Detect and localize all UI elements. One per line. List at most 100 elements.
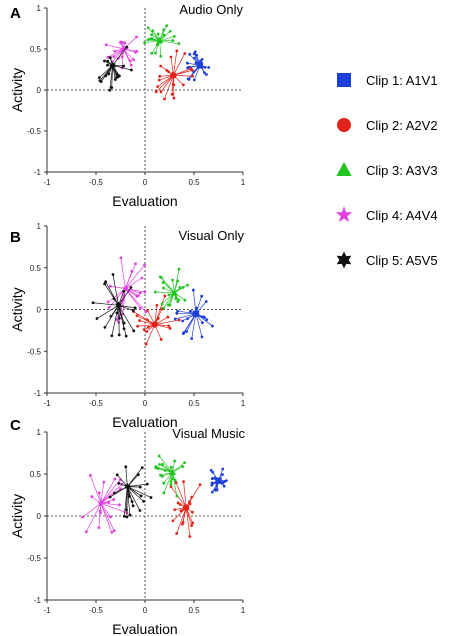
response-point [138,319,142,322]
response-point [128,59,132,63]
legend-marker-triangle [336,161,352,176]
response-spoke [183,481,187,508]
response-point [138,291,142,295]
response-point [175,311,179,315]
response-point [195,53,199,57]
response-point [144,310,148,314]
response-point [117,316,121,320]
response-point [171,278,175,282]
response-point [186,283,189,287]
panel-title: Visual Only [178,228,244,243]
response-point [113,78,117,81]
series-clip3 [143,24,181,58]
response-point [99,80,103,84]
response-point [129,63,133,67]
response-point [108,284,112,288]
response-spoke [147,27,160,42]
response-spoke [127,467,143,487]
response-spoke [127,483,148,487]
response-point [97,526,101,530]
response-point [106,63,109,67]
response-point [108,495,112,499]
centroid-marker [109,61,116,70]
series-clip2 [169,480,202,538]
panel-a: -1 -0.5 0 0.5 1 1 0.5 0 -0.5 -1 A Audio Only Evaluat… [9,2,246,209]
response-spoke [111,305,119,336]
response-spoke [121,48,124,68]
response-spoke [125,288,139,296]
response-point [195,306,198,310]
response-spoke [145,324,156,345]
response-point [177,42,181,46]
response-point [136,324,140,328]
response-point [211,324,214,328]
series-clip5 [91,273,137,338]
y-tick-label: -0.5 [27,127,41,136]
response-point [179,509,183,513]
legend-marker-hexagram [336,251,352,269]
y-tick-label: 0.5 [30,264,42,273]
y-tick-label: -1 [34,596,42,605]
response-point [175,49,179,53]
response-point [117,481,121,485]
response-point [210,477,214,480]
response-point [122,289,126,293]
response-point [173,478,177,482]
y-tick-label: 0 [37,512,42,521]
x-axis-label: Evaluation [112,621,177,636]
response-spoke [175,313,197,320]
series-clip1 [185,50,211,82]
response-point [138,485,142,489]
response-point [150,51,154,55]
response-point [161,281,165,284]
centroid-marker [168,468,176,476]
response-point [200,57,204,61]
panel-title: Visual Music [172,426,245,441]
response-point [204,300,208,303]
response-point [166,303,170,307]
response-point [138,509,142,512]
response-point [185,330,188,334]
response-point [84,530,88,534]
response-point [90,495,94,499]
response-point [158,463,161,466]
centroid-marker [170,72,177,79]
panel-title: Audio Only [179,2,243,17]
response-point [157,78,161,82]
response-point [200,335,204,339]
series-clip5 [108,465,153,519]
response-point [125,515,129,519]
response-point [170,92,174,96]
y-tick-label: -0.5 [27,554,41,563]
response-point [166,315,170,319]
response-point [162,306,165,310]
response-point [177,298,181,302]
y-axis-label: Activity [9,68,25,112]
response-spoke [100,503,115,531]
response-point [104,280,108,284]
response-point [162,491,166,495]
response-spoke [127,486,141,488]
response-point [162,33,166,37]
response-point [112,55,116,58]
response-point [169,485,173,489]
response-point [210,490,214,494]
response-point [154,465,158,468]
response-point [103,59,106,63]
response-spoke [127,486,141,511]
response-spoke [82,503,102,518]
response-spoke [125,263,136,289]
response-spoke [112,65,132,71]
response-point [167,293,171,297]
response-point [222,484,226,488]
response-point [123,41,127,45]
y-tick-label: -0.5 [27,347,41,356]
response-point [143,290,147,294]
response-point [119,256,123,260]
response-point [97,76,101,79]
response-point [130,68,133,72]
response-point [192,56,196,60]
response-spoke [127,486,144,502]
response-point [146,26,150,30]
response-point [108,88,112,92]
